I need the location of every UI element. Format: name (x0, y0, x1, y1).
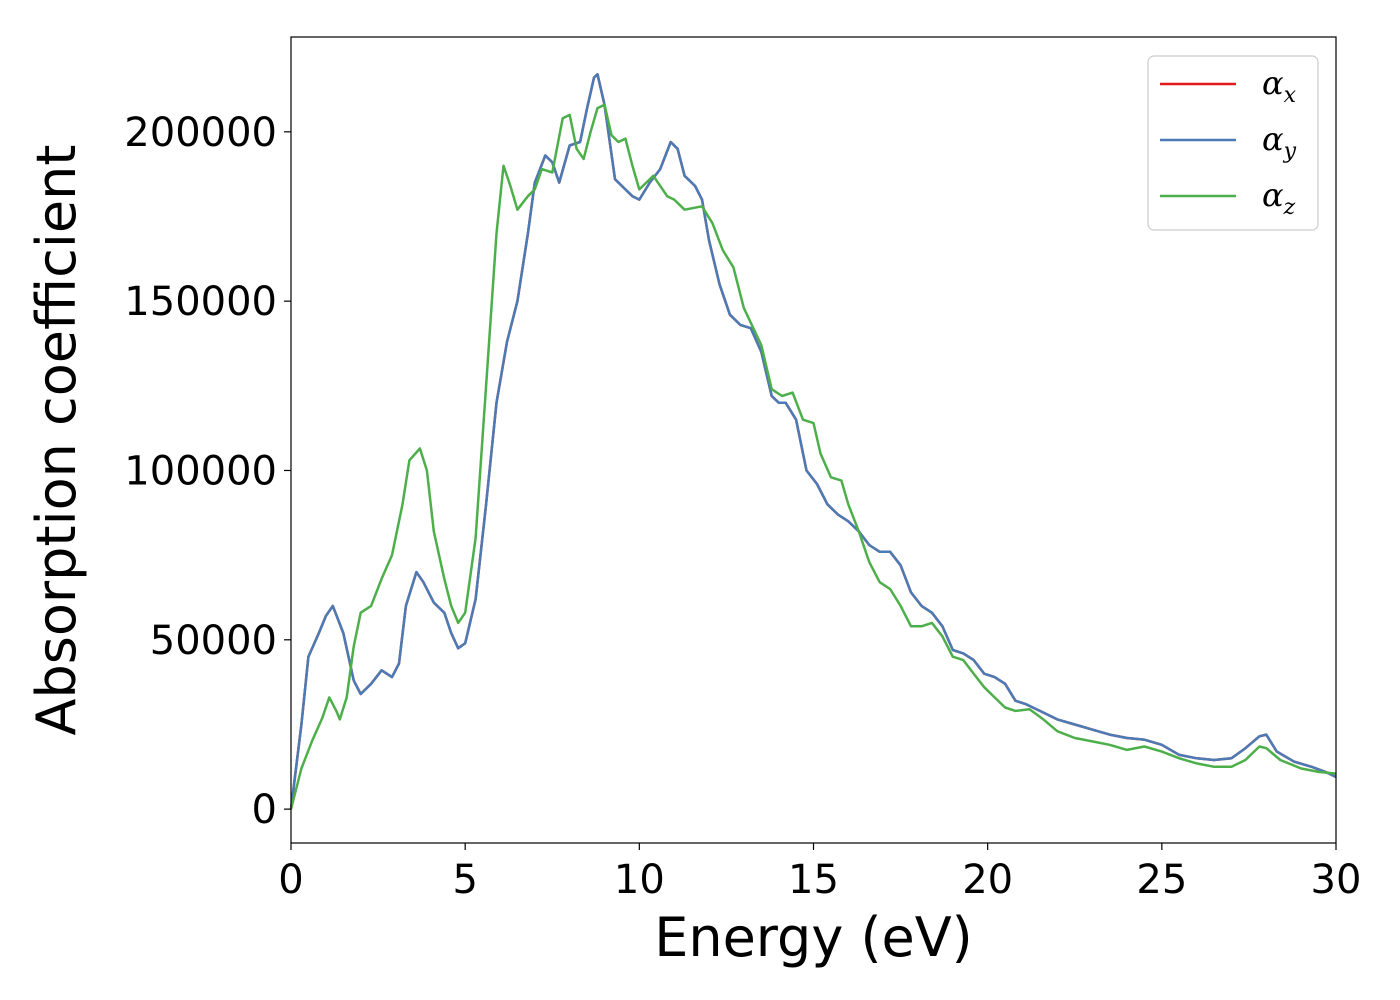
y-axis-label: Absorption coefficient (25, 145, 88, 736)
legend-label-z: αz (1262, 176, 1296, 220)
y-tick-label: 0 (252, 787, 277, 833)
x-axis-label: Energy (eV) (654, 906, 973, 969)
x-axis-ticks: 0 5 10 15 20 25 30 (278, 843, 1361, 903)
legend: αx αy αz (1147, 55, 1319, 231)
x-tick-label: 20 (962, 857, 1013, 903)
x-tick-label: 15 (788, 857, 839, 903)
series-line-z (289, 103, 1337, 810)
y-axis-ticks: 0 50000 100000 150000 200000 (124, 110, 291, 833)
series-line-y (289, 73, 1337, 810)
y-tick-label: 150000 (124, 279, 277, 325)
legend-label-x: αx (1262, 64, 1297, 108)
series-lines (289, 73, 1337, 810)
x-tick-label: 10 (614, 857, 665, 903)
x-tick-label: 0 (278, 857, 303, 903)
y-tick-label: 50000 (150, 618, 277, 664)
x-tick-label: 25 (1136, 857, 1187, 903)
y-tick-label: 200000 (124, 110, 277, 156)
y-tick-label: 100000 (124, 448, 277, 494)
x-tick-label: 5 (452, 857, 477, 903)
x-tick-label: 30 (1311, 857, 1362, 903)
legend-label-y: αy (1262, 120, 1297, 164)
legend-box (1147, 55, 1319, 231)
